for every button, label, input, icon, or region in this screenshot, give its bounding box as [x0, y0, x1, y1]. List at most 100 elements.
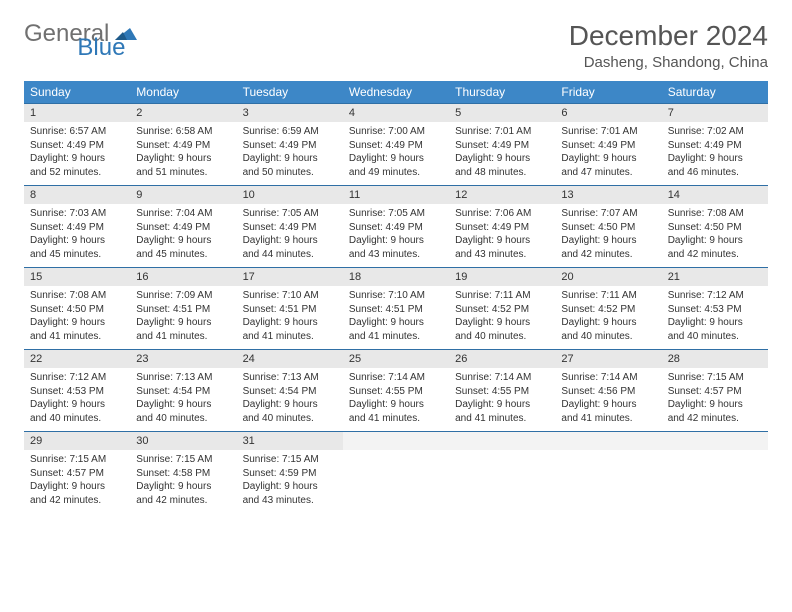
daylight-line: Daylight: 9 hours and 42 minutes.	[30, 480, 124, 507]
sunset-line: Sunset: 4:49 PM	[349, 221, 443, 235]
daylight-line: Daylight: 9 hours and 41 minutes.	[349, 398, 443, 425]
sunrise-line: Sunrise: 7:01 AM	[455, 125, 549, 139]
daylight-line: Daylight: 9 hours and 52 minutes.	[30, 152, 124, 179]
daylight-line: Daylight: 9 hours and 40 minutes.	[668, 316, 762, 343]
logo: General Blue	[24, 20, 189, 48]
daylight-line: Daylight: 9 hours and 50 minutes.	[243, 152, 337, 179]
sunrise-line: Sunrise: 7:15 AM	[243, 453, 337, 467]
daylight-line: Daylight: 9 hours and 40 minutes.	[455, 316, 549, 343]
dow-saturday: Saturday	[662, 81, 768, 104]
day-detail-cell: Sunrise: 7:13 AMSunset: 4:54 PMDaylight:…	[237, 368, 343, 432]
sunset-line: Sunset: 4:49 PM	[136, 139, 230, 153]
day-number-cell	[662, 432, 768, 451]
day-detail-cell	[662, 450, 768, 513]
daylight-line: Daylight: 9 hours and 41 minutes.	[561, 398, 655, 425]
sunset-line: Sunset: 4:50 PM	[30, 303, 124, 317]
sunrise-line: Sunrise: 7:05 AM	[349, 207, 443, 221]
daylight-line: Daylight: 9 hours and 42 minutes.	[668, 234, 762, 261]
day-number-cell: 8	[24, 186, 130, 205]
sunrise-line: Sunrise: 7:14 AM	[455, 371, 549, 385]
sunset-line: Sunset: 4:50 PM	[668, 221, 762, 235]
day-detail-cell: Sunrise: 7:06 AMSunset: 4:49 PMDaylight:…	[449, 204, 555, 268]
day-detail-cell: Sunrise: 7:15 AMSunset: 4:59 PMDaylight:…	[237, 450, 343, 513]
day-detail-cell: Sunrise: 7:10 AMSunset: 4:51 PMDaylight:…	[343, 286, 449, 350]
day-number-cell: 4	[343, 104, 449, 123]
day-number-cell	[343, 432, 449, 451]
day-detail-cell: Sunrise: 7:14 AMSunset: 4:55 PMDaylight:…	[449, 368, 555, 432]
daylight-line: Daylight: 9 hours and 41 minutes.	[136, 316, 230, 343]
sunset-line: Sunset: 4:55 PM	[455, 385, 549, 399]
daylight-line: Daylight: 9 hours and 43 minutes.	[455, 234, 549, 261]
sunset-line: Sunset: 4:49 PM	[561, 139, 655, 153]
sunrise-line: Sunrise: 7:11 AM	[561, 289, 655, 303]
week-3-daynum-row: 15161718192021	[24, 268, 768, 287]
week-1-daynum-row: 1234567	[24, 104, 768, 123]
daylight-line: Daylight: 9 hours and 41 minutes.	[243, 316, 337, 343]
sunset-line: Sunset: 4:55 PM	[349, 385, 443, 399]
week-5-detail-row: Sunrise: 7:15 AMSunset: 4:57 PMDaylight:…	[24, 450, 768, 513]
sunrise-line: Sunrise: 7:11 AM	[455, 289, 549, 303]
day-number-cell: 24	[237, 350, 343, 369]
day-number-cell: 1	[24, 104, 130, 123]
day-detail-cell: Sunrise: 7:08 AMSunset: 4:50 PMDaylight:…	[24, 286, 130, 350]
day-detail-cell: Sunrise: 7:09 AMSunset: 4:51 PMDaylight:…	[130, 286, 236, 350]
sunrise-line: Sunrise: 7:06 AM	[455, 207, 549, 221]
calendar-table: Sunday Monday Tuesday Wednesday Thursday…	[24, 81, 768, 513]
daylight-line: Daylight: 9 hours and 49 minutes.	[349, 152, 443, 179]
sunset-line: Sunset: 4:49 PM	[30, 221, 124, 235]
day-detail-cell: Sunrise: 7:12 AMSunset: 4:53 PMDaylight:…	[24, 368, 130, 432]
sunset-line: Sunset: 4:57 PM	[30, 467, 124, 481]
day-number-cell: 28	[662, 350, 768, 369]
sunrise-line: Sunrise: 7:08 AM	[668, 207, 762, 221]
day-detail-cell: Sunrise: 6:57 AMSunset: 4:49 PMDaylight:…	[24, 122, 130, 186]
sunset-line: Sunset: 4:53 PM	[668, 303, 762, 317]
sunrise-line: Sunrise: 7:01 AM	[561, 125, 655, 139]
day-number-cell: 16	[130, 268, 236, 287]
sunset-line: Sunset: 4:50 PM	[561, 221, 655, 235]
daylight-line: Daylight: 9 hours and 40 minutes.	[561, 316, 655, 343]
sunrise-line: Sunrise: 6:58 AM	[136, 125, 230, 139]
sunset-line: Sunset: 4:52 PM	[455, 303, 549, 317]
daylight-line: Daylight: 9 hours and 41 minutes.	[30, 316, 124, 343]
sunrise-line: Sunrise: 7:07 AM	[561, 207, 655, 221]
week-4-daynum-row: 22232425262728	[24, 350, 768, 369]
day-detail-cell: Sunrise: 7:05 AMSunset: 4:49 PMDaylight:…	[237, 204, 343, 268]
sunrise-line: Sunrise: 7:10 AM	[349, 289, 443, 303]
sunset-line: Sunset: 4:49 PM	[30, 139, 124, 153]
day-number-cell: 6	[555, 104, 661, 123]
header: General Blue December 2024 Dasheng, Shan…	[24, 20, 768, 71]
daylight-line: Daylight: 9 hours and 41 minutes.	[349, 316, 443, 343]
sunset-line: Sunset: 4:49 PM	[455, 221, 549, 235]
day-number-cell: 29	[24, 432, 130, 451]
sunrise-line: Sunrise: 7:12 AM	[668, 289, 762, 303]
sunrise-line: Sunrise: 7:10 AM	[243, 289, 337, 303]
dow-tuesday: Tuesday	[237, 81, 343, 104]
day-number-cell: 5	[449, 104, 555, 123]
day-number-cell: 15	[24, 268, 130, 287]
day-number-cell: 26	[449, 350, 555, 369]
sunrise-line: Sunrise: 7:15 AM	[668, 371, 762, 385]
days-of-week-row: Sunday Monday Tuesday Wednesday Thursday…	[24, 81, 768, 104]
day-detail-cell: Sunrise: 7:15 AMSunset: 4:57 PMDaylight:…	[662, 368, 768, 432]
sunset-line: Sunset: 4:49 PM	[668, 139, 762, 153]
day-number-cell: 19	[449, 268, 555, 287]
sunset-line: Sunset: 4:54 PM	[243, 385, 337, 399]
daylight-line: Daylight: 9 hours and 40 minutes.	[136, 398, 230, 425]
sunset-line: Sunset: 4:51 PM	[136, 303, 230, 317]
daylight-line: Daylight: 9 hours and 46 minutes.	[668, 152, 762, 179]
day-number-cell: 7	[662, 104, 768, 123]
sunrise-line: Sunrise: 7:00 AM	[349, 125, 443, 139]
day-number-cell: 17	[237, 268, 343, 287]
day-detail-cell: Sunrise: 7:05 AMSunset: 4:49 PMDaylight:…	[343, 204, 449, 268]
daylight-line: Daylight: 9 hours and 42 minutes.	[561, 234, 655, 261]
day-number-cell: 30	[130, 432, 236, 451]
day-number-cell: 12	[449, 186, 555, 205]
sunrise-line: Sunrise: 7:13 AM	[243, 371, 337, 385]
day-detail-cell	[555, 450, 661, 513]
daylight-line: Daylight: 9 hours and 43 minutes.	[243, 480, 337, 507]
dow-thursday: Thursday	[449, 81, 555, 104]
sunset-line: Sunset: 4:49 PM	[136, 221, 230, 235]
day-detail-cell: Sunrise: 7:13 AMSunset: 4:54 PMDaylight:…	[130, 368, 236, 432]
day-number-cell: 3	[237, 104, 343, 123]
day-detail-cell: Sunrise: 7:03 AMSunset: 4:49 PMDaylight:…	[24, 204, 130, 268]
